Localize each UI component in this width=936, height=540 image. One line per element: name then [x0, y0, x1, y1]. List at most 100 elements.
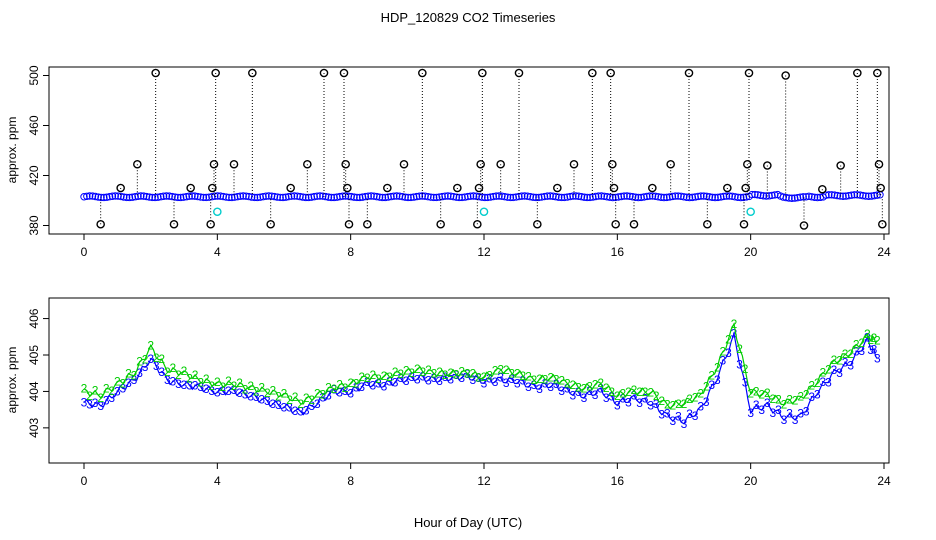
baseline-point — [441, 192, 449, 200]
point-marker-3: 3 — [697, 399, 704, 413]
point-marker-2: 2 — [175, 368, 182, 382]
point-marker-2: 2 — [503, 363, 510, 377]
point-marker-3: 3 — [636, 396, 643, 410]
data-point — [873, 68, 882, 78]
baseline-point — [296, 192, 304, 201]
point-marker-3: 3 — [203, 382, 210, 396]
baseline-point — [560, 193, 569, 202]
baseline-point — [321, 192, 330, 201]
point-marker-2: 2 — [553, 373, 560, 387]
baseline-point — [185, 192, 193, 200]
point-marker-2: 2 — [203, 372, 210, 386]
baseline-point — [503, 193, 512, 201]
baseline-point — [722, 192, 731, 200]
baseline-point — [97, 193, 105, 202]
point-marker-3: 3 — [603, 391, 610, 405]
point-marker-2: 2 — [864, 327, 871, 341]
point-marker-3: 3 — [147, 352, 154, 366]
point-marker-3: 3 — [864, 330, 871, 344]
baseline-point — [151, 193, 159, 202]
point-marker-3: 3 — [703, 395, 710, 409]
bottom-x-tick-label: 4 — [214, 474, 221, 488]
baseline-point — [259, 192, 267, 201]
data-point — [606, 68, 615, 78]
point-marker-3: 3 — [114, 385, 121, 399]
baseline-point — [319, 192, 327, 200]
point-marker-2: 2 — [520, 369, 527, 383]
point-marker-2: 2 — [275, 390, 282, 404]
baseline-point — [299, 193, 307, 201]
point-marker-3: 3 — [186, 378, 193, 392]
data-point — [286, 183, 295, 193]
bottom-panel-ylabel: approx. ppm — [5, 347, 19, 414]
data-point — [476, 159, 485, 169]
baseline-point — [808, 193, 816, 201]
point-marker-3: 3 — [281, 401, 288, 415]
point-marker-2: 2 — [336, 378, 343, 392]
data-point — [213, 207, 222, 217]
data-point — [533, 219, 542, 229]
baseline-point — [725, 192, 734, 200]
baseline-point — [691, 193, 699, 201]
baseline-point — [276, 193, 284, 202]
baseline-point — [759, 192, 768, 200]
point-marker-2: 2 — [497, 362, 504, 376]
data-point — [608, 159, 617, 169]
data-point — [763, 161, 772, 170]
point-marker-3: 3 — [792, 413, 799, 427]
point-marker-2: 2 — [747, 386, 754, 400]
point-marker-3: 3 — [197, 380, 204, 394]
point-marker-3: 3 — [253, 390, 260, 404]
point-marker-2: 2 — [470, 366, 477, 380]
point-marker-2: 2 — [420, 365, 427, 379]
point-marker-2: 2 — [136, 355, 143, 369]
top-panel: approx. ppm 0 4 8 12 16 20 24 380 420 460 500 — [5, 65, 891, 259]
data-point — [343, 183, 352, 193]
baseline-point — [805, 192, 813, 201]
baseline-point — [418, 192, 426, 200]
bottom-x-tick-label: 8 — [347, 474, 354, 488]
point-marker-3: 3 — [558, 384, 565, 398]
baseline-point — [290, 192, 299, 200]
baseline-point — [634, 193, 643, 202]
point-marker-2: 2 — [253, 384, 260, 398]
point-marker-3: 3 — [436, 374, 443, 388]
baseline-point — [623, 192, 631, 200]
data-point — [553, 183, 562, 193]
baseline-point — [768, 191, 776, 200]
data-point — [133, 159, 142, 169]
point-marker-2: 2 — [842, 347, 849, 361]
top-panel-box — [48, 66, 890, 235]
point-marker-3: 3 — [508, 372, 515, 386]
point-marker-2: 2 — [620, 387, 627, 401]
baseline-point — [779, 193, 788, 201]
baseline-point — [646, 192, 654, 200]
point-marker-2: 2 — [81, 382, 88, 396]
top-panel-marks: 0 4 8 12 16 20 24 380 420 460 500 — [27, 65, 891, 259]
point-marker-2: 2 — [320, 388, 327, 402]
bottom-x-tick-label: 24 — [877, 474, 891, 488]
data-point — [169, 219, 179, 229]
baseline-point — [199, 193, 208, 202]
baseline-point — [410, 193, 418, 201]
baseline-point — [711, 193, 719, 202]
baseline-point — [262, 192, 270, 200]
data-point — [399, 159, 409, 169]
point-marker-2: 2 — [164, 365, 171, 379]
baseline-point — [688, 193, 697, 202]
baseline-point — [176, 193, 185, 202]
point-marker-2: 2 — [303, 391, 310, 405]
baseline-point — [566, 192, 574, 201]
baseline-point — [165, 192, 173, 200]
data-point — [341, 159, 350, 169]
point-marker-3: 3 — [764, 396, 771, 410]
point-marker-2: 2 — [758, 387, 765, 401]
baseline-point — [284, 192, 293, 201]
baseline-point — [574, 192, 583, 200]
baseline-point — [577, 193, 586, 201]
point-marker-2: 2 — [814, 376, 821, 390]
point-marker-3: 3 — [342, 384, 349, 398]
point-marker-2: 2 — [597, 376, 604, 390]
point-marker-3: 3 — [681, 417, 688, 431]
baseline-point — [523, 192, 532, 200]
